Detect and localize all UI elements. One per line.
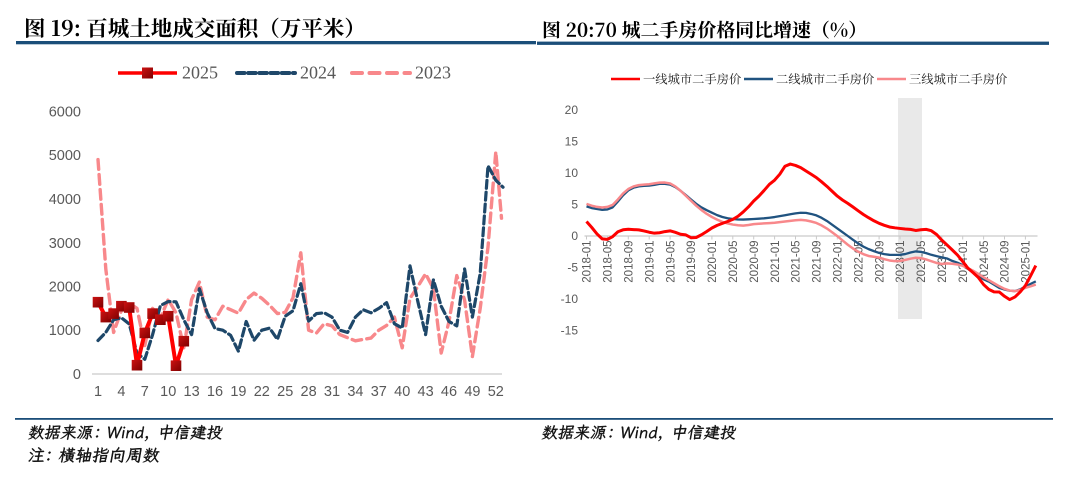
svg-text:2024-05: 2024-05 [979,241,991,283]
svg-text:43: 43 [418,384,434,400]
svg-text:4: 4 [117,384,125,400]
svg-text:2021-09: 2021-09 [812,241,824,283]
svg-text:22: 22 [254,384,270,400]
svg-text:5000: 5000 [49,148,81,164]
svg-text:2022-01: 2022-01 [833,241,845,283]
svg-text:2018-05: 2018-05 [603,241,615,283]
svg-text:2022-09: 2022-09 [874,241,886,283]
svg-text:2000: 2000 [49,280,81,296]
svg-text:2021-05: 2021-05 [791,241,803,283]
svg-text:25: 25 [277,384,293,400]
svg-text:2025-01: 2025-01 [1021,241,1033,283]
svg-text:13: 13 [184,384,200,400]
svg-text:1000: 1000 [49,323,81,339]
svg-text:20: 20 [565,103,579,117]
svg-text:2019-05: 2019-05 [665,241,677,283]
svg-text:2020-09: 2020-09 [749,241,761,283]
svg-text:46: 46 [441,384,457,400]
svg-text:2023-05: 2023-05 [916,241,928,283]
svg-text:0: 0 [73,367,81,383]
svg-text:2025: 2025 [182,63,218,83]
svg-text:2021-01: 2021-01 [770,241,782,283]
svg-text:2019-01: 2019-01 [644,241,656,283]
svg-text:2023-09: 2023-09 [937,241,949,283]
svg-text:15: 15 [565,135,579,149]
svg-text:37: 37 [371,384,387,400]
svg-text:2020-01: 2020-01 [707,241,719,283]
svg-text:-15: -15 [561,324,579,338]
svg-text:2018-09: 2018-09 [624,241,636,283]
svg-text:7: 7 [141,384,149,400]
svg-text:4000: 4000 [49,192,81,208]
svg-text:2020-05: 2020-05 [728,241,740,283]
svg-text:6000: 6000 [49,105,81,121]
svg-text:2024: 2024 [300,63,336,83]
svg-text:52: 52 [488,384,504,400]
svg-text:28: 28 [301,384,317,400]
svg-text:2024-09: 2024-09 [1000,241,1012,283]
svg-text:10: 10 [160,384,176,400]
svg-text:34: 34 [347,384,363,400]
svg-text:-5: -5 [567,261,578,275]
svg-text:49: 49 [464,384,480,400]
svg-text:2019-09: 2019-09 [686,241,698,283]
svg-text:31: 31 [324,384,340,400]
svg-text:0: 0 [571,229,578,243]
svg-text:40: 40 [394,384,410,400]
svg-text:2023: 2023 [415,63,451,83]
svg-text:2018-01: 2018-01 [582,241,594,283]
svg-text:19: 19 [230,384,246,400]
svg-text:10: 10 [565,166,579,180]
svg-text:-10: -10 [561,292,579,306]
svg-text:1: 1 [94,384,102,400]
svg-text:5: 5 [571,198,578,212]
svg-text:16: 16 [207,384,223,400]
svg-text:3000: 3000 [49,236,81,252]
